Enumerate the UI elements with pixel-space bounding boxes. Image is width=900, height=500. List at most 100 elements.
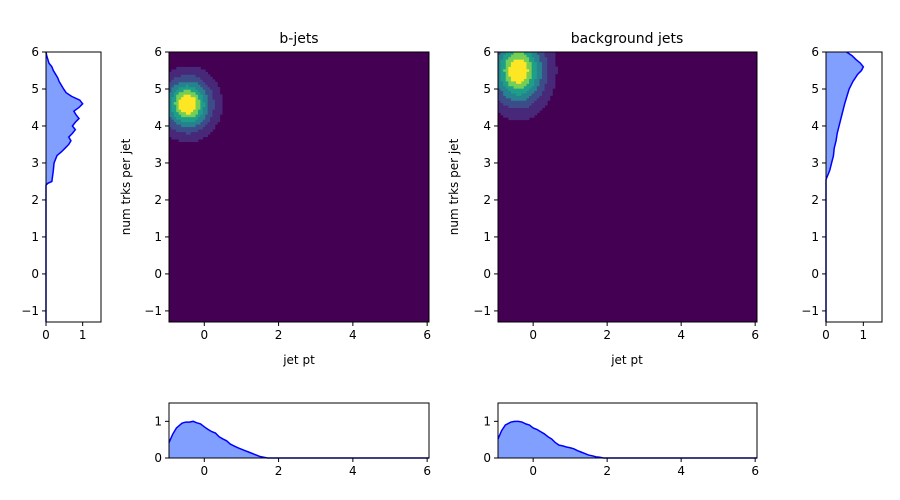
heatmap-cell	[500, 52, 504, 55]
heatmap-cell	[190, 81, 194, 85]
heatmap-cell	[508, 90, 512, 94]
heatmap-cell	[200, 101, 204, 105]
heatmap-cell	[516, 117, 520, 121]
heatmap-cell	[185, 136, 189, 140]
heatmap-cell	[552, 64, 556, 67]
heatmap-cell	[547, 71, 551, 75]
heatmap-cell	[178, 66, 182, 70]
heatmap-cell	[503, 97, 507, 101]
heatmap-cell	[554, 71, 558, 75]
heatmap-cell	[195, 84, 199, 88]
heatmap-cell	[190, 136, 194, 140]
heatmap-cell	[498, 102, 501, 106]
heatmap-cell	[185, 86, 189, 90]
heatmap-cell	[210, 114, 213, 118]
heatmap-cell	[536, 88, 540, 92]
heatmap-cell	[173, 136, 177, 140]
y-tick-label: 4	[811, 119, 819, 133]
heatmap-cell	[183, 116, 187, 120]
heatmap-cell	[516, 114, 520, 118]
heatmap-cell	[531, 54, 535, 58]
heatmap-cell	[169, 124, 172, 128]
heatmap-cell	[500, 102, 504, 106]
heatmap-cell	[178, 121, 182, 125]
heatmap-cell	[217, 114, 221, 118]
heatmap-cell	[210, 121, 213, 125]
heatmap-cell	[503, 61, 507, 65]
heatmap-cell	[197, 124, 201, 128]
heatmap-cell	[508, 110, 512, 113]
heatmap-cell	[178, 89, 182, 93]
heatmap-cell	[531, 61, 535, 65]
heatmap-cell	[521, 54, 525, 58]
heatmap-cell	[171, 121, 175, 125]
heatmap-cell	[500, 85, 504, 89]
heatmap-cell	[523, 76, 527, 80]
heatmap-cell	[173, 99, 177, 103]
heatmap-cell	[526, 71, 530, 75]
heatmap-cell	[516, 78, 520, 82]
heatmap-cell	[173, 71, 177, 75]
heatmap-cell	[536, 76, 540, 80]
heatmap-cell	[510, 83, 514, 87]
heatmap-cell	[531, 83, 535, 87]
heatmap-cell	[498, 68, 501, 72]
heatmap-cell	[190, 79, 194, 83]
heatmap-cell	[500, 97, 504, 101]
heatmap-cell	[523, 64, 527, 67]
heatmap-cell	[207, 94, 211, 98]
heatmap-cell	[544, 102, 548, 106]
heatmap-cell	[190, 119, 194, 123]
heatmap-cell	[523, 114, 527, 118]
heatmap-cell	[190, 84, 194, 88]
heatmap-cell	[534, 97, 538, 101]
heatmap-cell	[505, 52, 509, 55]
x-tick-label: 6	[423, 328, 431, 342]
heatmap-cell	[195, 136, 199, 140]
heatmap-cell	[181, 99, 184, 103]
heatmap-cell	[544, 59, 548, 63]
heatmap-cell	[171, 131, 175, 135]
x-tick-label: 1	[79, 328, 87, 342]
heatmap-cell	[508, 73, 512, 77]
heatmap-cell	[500, 90, 504, 94]
heatmap-cell	[171, 79, 175, 83]
heatmap-cell	[181, 69, 184, 73]
heatmap-cell	[207, 121, 211, 125]
marginal-right-fill	[826, 52, 864, 322]
heatmap-cell	[197, 79, 201, 83]
heatmap-cell	[529, 64, 533, 67]
y-tick-label: −1	[21, 304, 39, 318]
y-tick-label: 5	[483, 82, 491, 96]
heatmap-cell	[219, 96, 223, 100]
heatmap-cell	[498, 100, 501, 104]
heatmap-cell	[529, 88, 533, 92]
heatmap-cell	[202, 74, 206, 78]
heatmap-cell	[536, 93, 540, 96]
heatmap-cell	[521, 56, 525, 60]
heatmap-cell	[531, 59, 535, 63]
heatmap-cell	[534, 81, 538, 84]
heatmap-cell	[536, 107, 540, 111]
heatmap-cell	[210, 94, 213, 98]
heatmap-cell	[195, 106, 199, 110]
heatmap-cell	[202, 91, 206, 95]
heatmap-cell	[539, 97, 543, 101]
heatmap-cell	[539, 85, 543, 89]
heatmap-cell	[219, 101, 223, 105]
heatmap-cell	[176, 124, 180, 128]
heatmap-cell	[190, 114, 194, 118]
heatmap-cell	[185, 116, 189, 120]
heatmap-cell	[523, 71, 527, 75]
heatmap-cell	[200, 129, 204, 133]
heatmap-cell	[526, 68, 530, 72]
heatmap-cell	[552, 56, 556, 60]
heatmap-cell	[185, 119, 189, 123]
heatmap-cell	[523, 110, 527, 113]
heatmap-cell	[200, 76, 204, 80]
y-tick-label: 0	[483, 451, 491, 465]
heatmap-cell	[188, 114, 192, 118]
heatmap-cell	[534, 102, 538, 106]
